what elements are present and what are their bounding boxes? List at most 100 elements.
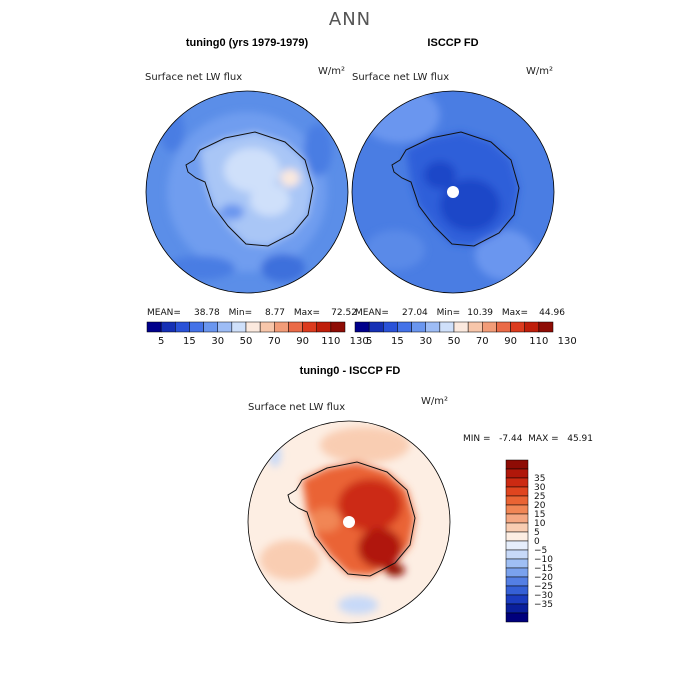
model-colorbar-swatch xyxy=(189,321,204,333)
diff-colorbar-tick-label: −20 xyxy=(534,573,553,583)
obs-colorbar-tick-label: 70 xyxy=(476,336,489,347)
obs-colorbar-tick-label: 30 xyxy=(419,336,432,347)
obs-panel-title: ISCCP FD xyxy=(427,37,479,49)
obs-colorbar-swatch xyxy=(439,321,455,333)
model-units-label: W/m² xyxy=(318,66,346,77)
model-mean-label: MEAN= xyxy=(147,308,181,318)
diff-colorbar-tick-label: 30 xyxy=(534,483,546,493)
diff-colorbar-swatch xyxy=(505,558,529,569)
diff-pole-hole xyxy=(343,516,355,528)
model-colorbar: 5 15 30 50 70 90 110 130 xyxy=(146,321,369,347)
diff-colorbar-tick-label: 5 xyxy=(534,528,540,538)
diff-colorbar-swatch xyxy=(505,504,529,515)
obs-colorbar-swatch xyxy=(411,321,426,333)
diff-colorbar-tick-label: 15 xyxy=(534,510,545,520)
obs-colorbar-tick-label: 110 xyxy=(529,336,548,347)
model-colorbar-tick-label: 130 xyxy=(350,336,369,347)
model-panel-title: tuning0 (yrs 1979-1979) xyxy=(185,37,309,49)
model-colorbar-tick-label: 110 xyxy=(321,336,340,347)
diff-colorbar-swatch xyxy=(505,531,529,542)
obs-colorbar-tick-label: 50 xyxy=(448,336,461,347)
obs-colorbar-swatch xyxy=(425,321,441,333)
diff-panel-title: tuning0 - ISCCP FD xyxy=(299,365,401,377)
obs-colorbar-tick-label: 15 xyxy=(391,336,404,347)
model-colorbar-tick-label: 50 xyxy=(240,336,253,347)
obs-colorbar-swatch xyxy=(354,321,370,333)
diff-units-label: W/m² xyxy=(421,396,449,407)
model-colorbar-swatch xyxy=(175,321,190,333)
diff-colorbar-tick-label: 35 xyxy=(534,474,545,484)
model-colorbar-tick-label: 15 xyxy=(183,336,196,347)
diff-colorbar-swatch xyxy=(505,468,529,479)
model-variable-label: Surface net LW flux xyxy=(145,72,243,83)
obs-stats: MEAN= 27.04 Min= 10.39 Max= 44.96 xyxy=(355,308,565,318)
obs-colorbar-swatch xyxy=(368,321,384,333)
diff-colorbar-tick-label: −5 xyxy=(534,546,547,556)
diff-colorbar-swatch xyxy=(505,585,529,596)
diff-colorbar-swatch xyxy=(505,549,529,560)
model-colorbar-swatch xyxy=(316,321,332,333)
diff-antarctica-coastline xyxy=(287,461,416,577)
model-colorbar-swatch xyxy=(274,321,289,333)
obs-colorbar-tick-label: 5 xyxy=(366,336,372,347)
diff-map xyxy=(248,421,450,623)
model-min-value: 8.77 xyxy=(264,308,286,318)
model-max-label: Max= xyxy=(293,308,321,318)
diff-colorbar-swatch xyxy=(505,513,529,524)
model-map xyxy=(146,91,348,293)
obs-colorbar-swatch xyxy=(496,321,511,333)
obs-max-value: 44.96 xyxy=(539,308,565,318)
obs-colorbar-swatch xyxy=(467,321,483,333)
obs-units-label: W/m² xyxy=(526,66,554,77)
obs-colorbar-swatch xyxy=(524,321,540,333)
obs-variable-label: Surface net LW flux xyxy=(352,72,450,83)
obs-min-label: Min= xyxy=(436,308,461,318)
diff-stats: MIN = -7.44 MAX = 45.91 xyxy=(463,434,593,444)
diff-colorbar-tick-label: 10 xyxy=(534,519,546,529)
obs-min-value: 10.39 xyxy=(467,308,494,318)
obs-pole-hole xyxy=(447,186,459,198)
diff-colorbar-tick-label: 20 xyxy=(534,501,546,511)
obs-colorbar-swatch xyxy=(538,321,554,333)
model-antarctica-coastline xyxy=(185,131,314,247)
diff-colorbar-swatch xyxy=(505,459,529,470)
model-mean-value: 38.78 xyxy=(194,308,220,318)
model-stats: MEAN= 38.78 Min= 8.77 Max= 72.52 xyxy=(147,308,357,318)
model-colorbar-tick-label: 70 xyxy=(268,336,281,347)
diff-map-border xyxy=(247,420,451,624)
obs-colorbar-swatch xyxy=(397,321,412,333)
obs-mean-value: 27.04 xyxy=(402,308,428,318)
obs-colorbar-swatch xyxy=(482,321,497,333)
model-min-label: Min= xyxy=(228,308,253,318)
model-colorbar-swatch xyxy=(217,321,233,333)
diff-colorbar-tick-label: 25 xyxy=(534,492,545,502)
obs-colorbar: 5 15 30 50 70 90 110 130 xyxy=(354,321,577,347)
model-colorbar-swatch xyxy=(203,321,218,333)
obs-map xyxy=(352,91,554,293)
diff-colorbar-tick-label: 0 xyxy=(534,537,540,547)
diff-colorbar-swatch xyxy=(505,603,529,614)
model-max-value: 72.52 xyxy=(331,308,357,318)
figure-title: ANN xyxy=(328,9,372,30)
model-colorbar-tick-label: 30 xyxy=(211,336,224,347)
diff-colorbar-swatch xyxy=(505,567,529,578)
diff-colorbar-swatch xyxy=(505,594,529,605)
diff-colorbar-swatch xyxy=(505,540,529,551)
diff-colorbar-swatch xyxy=(505,522,529,533)
diff-colorbar-tick-label: −10 xyxy=(534,555,553,565)
obs-colorbar-tick-label: 90 xyxy=(504,336,517,347)
diff-colorbar-swatch xyxy=(505,477,529,488)
obs-colorbar-swatch xyxy=(510,321,525,333)
model-colorbar-swatch xyxy=(146,321,162,333)
model-colorbar-tick-label: 5 xyxy=(158,336,164,347)
obs-map-border xyxy=(351,90,555,294)
model-map-border xyxy=(145,90,349,294)
diff-colorbar-tick-label: −25 xyxy=(534,582,553,592)
model-colorbar-swatch xyxy=(245,321,261,333)
model-colorbar-swatch xyxy=(288,321,303,333)
model-colorbar-swatch xyxy=(231,321,247,333)
diff-colorbar-swatch xyxy=(505,612,529,623)
obs-mean-label: MEAN= xyxy=(355,308,389,318)
diff-colorbar-tick-label: −35 xyxy=(534,600,553,610)
